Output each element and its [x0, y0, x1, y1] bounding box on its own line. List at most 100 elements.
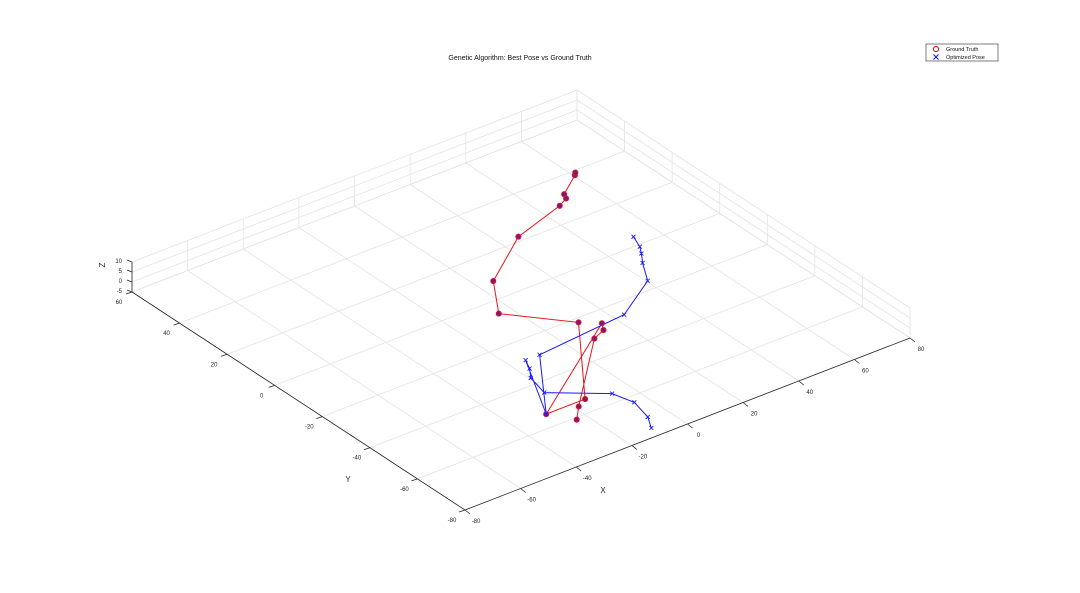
side-wall-grid-line: [576, 99, 911, 319]
floor-grid-line: [226, 181, 673, 355]
z-axis-label: Z: [98, 262, 107, 267]
side-wall-grid-line: [576, 109, 911, 329]
x-tick-label: 40: [806, 390, 813, 396]
y-tick: [125, 291, 133, 295]
y-tick-label: -20: [305, 425, 314, 431]
z-tick: [126, 269, 133, 273]
data-point-optimized-pose: [632, 400, 637, 405]
back-wall-grid-line: [131, 109, 578, 283]
y-axis-line: [131, 291, 466, 511]
y-tick: [221, 353, 228, 357]
z-tick: [126, 279, 133, 283]
legend-box: [925, 43, 999, 62]
data-point-ground-truth: [490, 277, 497, 285]
x-tick: [687, 423, 693, 429]
y-tick: [363, 447, 370, 451]
legend: Ground Truth Optimized Pose: [925, 43, 999, 62]
y-tick: [268, 385, 275, 388]
legend-marker-ground-truth: [932, 45, 940, 53]
floor-grid-line: [521, 141, 855, 360]
floor-grid-line: [274, 213, 720, 386]
floor-grid-line: [298, 227, 633, 446]
floor-grid-line: [187, 270, 521, 489]
data-point-optimized-pose: [631, 234, 636, 240]
floor-grid-line: [409, 184, 744, 403]
y-tick-label: 40: [163, 331, 170, 337]
data-point-ground-truth: [598, 320, 605, 327]
x-tick-label: -80: [472, 519, 481, 525]
x-tick-label: 80: [918, 347, 925, 353]
chart-title: Genetic Algorithm: Best Pose vs Ground T…: [448, 55, 591, 62]
grid-layer: [131, 89, 911, 511]
x-tick-label: 20: [751, 412, 758, 418]
data-point-ground-truth: [582, 396, 589, 403]
z-tick: [126, 289, 133, 293]
floor-grid-line: [354, 205, 688, 425]
data-point-optimized-pose: [527, 366, 532, 371]
series-line-ground-truth: [492, 172, 605, 420]
data-point-optimized-pose: [543, 411, 549, 417]
x-tick: [909, 337, 916, 343]
y-tick-label: -80: [448, 518, 457, 524]
floor-grid-line: [179, 150, 625, 324]
legend-label-ground-truth: Ground Truth: [946, 47, 978, 53]
side-wall-grid-line: [576, 89, 911, 309]
data-point-ground-truth: [575, 319, 582, 326]
data-point-optimized-pose: [645, 414, 651, 420]
z-tick-label: -5: [117, 289, 123, 295]
data-point-ground-truth: [515, 233, 522, 240]
legend-label-optimized-pose: Optimized Pose: [946, 55, 985, 61]
data-point-ground-truth: [556, 202, 563, 209]
data-point-optimized-pose: [537, 352, 542, 358]
x-tick-label: -20: [639, 455, 648, 461]
data-point-optimized-pose: [649, 425, 654, 431]
y-tick: [316, 416, 323, 419]
y-tick: [173, 322, 180, 326]
floor-grid-line: [322, 244, 768, 417]
back-wall-grid-line: [131, 119, 578, 293]
data-point-ground-truth: [600, 327, 607, 334]
y-tick-label: 0: [260, 393, 264, 399]
data-point-optimized-pose: [637, 244, 643, 250]
floor-grid-line: [243, 248, 577, 468]
floor-grid-line: [417, 306, 863, 480]
data-layer: [490, 169, 654, 431]
data-point-optimized-pose: [621, 312, 627, 317]
data-point-ground-truth: [561, 191, 568, 198]
back-wall-grid-line: [131, 99, 578, 273]
data-point-ground-truth: [572, 169, 579, 176]
y-tick-label: -60: [400, 487, 409, 493]
data-point-ground-truth: [573, 416, 580, 423]
y-tick-label: 20: [211, 362, 218, 368]
y-axis-label: Y: [345, 475, 351, 484]
data-point-optimized-pose: [640, 260, 645, 266]
x-tick-label: -60: [527, 498, 536, 504]
x-tick: [742, 402, 749, 407]
data-point-ground-truth: [495, 310, 502, 317]
legend-marker-optimized-pose: [933, 54, 939, 60]
z-tick-label: 0: [119, 279, 123, 285]
axes-layer: -80 -60 -40 -20 0 20 40 60 80 -80 -60 -40 -20 0 20 40 60…: [115, 259, 925, 525]
x-tick: [464, 509, 471, 515]
y-tick: [411, 478, 418, 482]
data-point-optimized-pose: [645, 278, 651, 284]
data-point-optimized-pose: [639, 251, 644, 256]
data-point-optimized-pose: [523, 357, 528, 363]
side-wall-grid-line: [576, 119, 911, 339]
x-axis-label: X: [600, 486, 606, 495]
floor-grid-line: [369, 275, 816, 449]
floor-grid-line: [465, 162, 799, 382]
series-line-optimized-pose: [525, 236, 652, 429]
x-tick: [520, 488, 526, 493]
x-tick: [576, 466, 582, 472]
x-tick-label: 60: [862, 369, 869, 375]
z-tick: [126, 259, 133, 263]
data-point-optimized-pose: [528, 375, 534, 381]
z-tick-label: 5: [119, 269, 123, 275]
x-tick-label: 0: [697, 433, 701, 439]
y-tick: [458, 509, 466, 513]
data-point-optimized-pose: [541, 390, 547, 395]
x-tick: [854, 359, 860, 364]
data-point-optimized-pose: [609, 391, 615, 396]
